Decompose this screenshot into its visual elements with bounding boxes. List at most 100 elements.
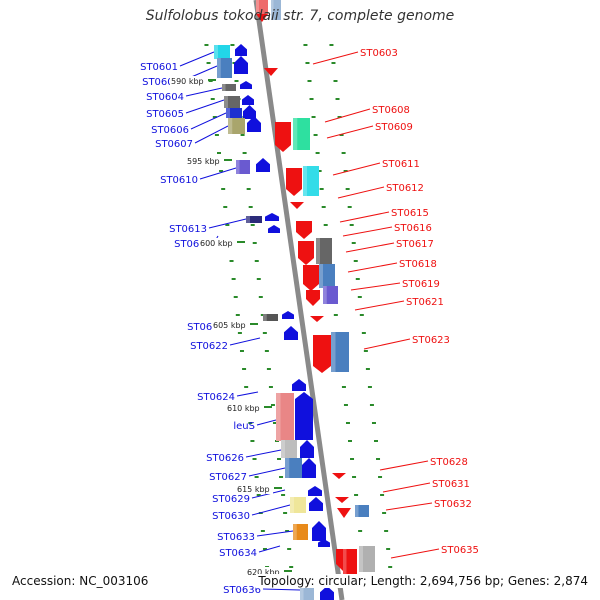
forward-gene-arrow bbox=[320, 586, 334, 600]
tick-mark bbox=[219, 170, 224, 172]
tick-mark bbox=[319, 188, 324, 190]
gene-label-st0608: ST0608 bbox=[372, 105, 410, 116]
tick-mark bbox=[240, 134, 245, 136]
leader-line bbox=[190, 112, 227, 130]
tick-mark bbox=[365, 368, 370, 370]
gene-label-st0603: ST0603 bbox=[360, 48, 398, 59]
reverse-gene-arrow bbox=[303, 265, 319, 291]
tick-mark bbox=[378, 476, 383, 478]
gene-label-st0619: ST0619 bbox=[402, 279, 440, 290]
tick-mark bbox=[285, 530, 290, 532]
tick-mark bbox=[248, 206, 253, 208]
leader-line bbox=[354, 300, 405, 311]
tick-mark bbox=[217, 152, 221, 154]
tick-mark bbox=[210, 98, 215, 100]
forward-gene-arrow bbox=[242, 95, 254, 105]
feature-box-top-shine bbox=[256, 0, 259, 14]
tick-mark bbox=[239, 350, 244, 352]
tick-mark bbox=[206, 62, 211, 64]
tick-mark bbox=[277, 458, 282, 460]
leader-line bbox=[332, 162, 381, 176]
tick-mark bbox=[254, 260, 259, 262]
leader-line bbox=[245, 449, 282, 458]
forward-gene-box bbox=[290, 497, 306, 513]
forward-gene-box bbox=[246, 216, 262, 223]
tick-mark bbox=[272, 422, 277, 424]
reverse-gene-box-shine bbox=[359, 546, 363, 572]
tick-mark bbox=[258, 296, 263, 298]
gene-label-st0628: ST0628 bbox=[430, 457, 468, 468]
forward-gene-box-shine bbox=[276, 393, 281, 441]
forward-gene-box bbox=[226, 108, 242, 118]
reverse-gene-arrow bbox=[275, 122, 291, 152]
reverse-gene-arrow bbox=[296, 221, 312, 239]
tick-mark bbox=[242, 368, 247, 370]
kbp-label-bg bbox=[199, 238, 236, 248]
forward-gene-arrow bbox=[309, 497, 323, 511]
forward-gene-box bbox=[214, 45, 230, 59]
tick-mark bbox=[341, 386, 346, 388]
gene-label-st0636: ST0636 bbox=[223, 585, 261, 596]
reverse-gene-box-shine bbox=[316, 238, 320, 264]
tick-mark bbox=[237, 332, 242, 334]
tick-mark bbox=[376, 458, 381, 460]
tick-mark bbox=[230, 44, 235, 46]
reverse-gene-box bbox=[319, 264, 335, 288]
reverse-gene-box bbox=[293, 118, 310, 150]
reverse-gene-arrow bbox=[335, 497, 349, 503]
leader-line bbox=[179, 51, 215, 67]
reverse-gene-box-shine bbox=[303, 166, 307, 196]
tick-mark bbox=[358, 530, 363, 532]
gene-label-st0617: ST0617 bbox=[396, 239, 434, 250]
forward-gene-box-shine bbox=[226, 108, 230, 118]
reverse-gene-arrow bbox=[313, 335, 331, 373]
gene-label-st0622: ST0622 bbox=[190, 341, 228, 352]
leader-line bbox=[350, 282, 401, 291]
tick-mark bbox=[242, 152, 247, 154]
reverse-gene-box-shine bbox=[323, 286, 327, 304]
forward-gene-box-shine bbox=[214, 45, 218, 59]
tick-mark bbox=[252, 242, 257, 244]
tick-mark bbox=[347, 206, 352, 208]
kbp-label: 600 kbp bbox=[200, 239, 233, 248]
tick-mark bbox=[335, 98, 340, 100]
tick-mark bbox=[234, 80, 239, 82]
forward-gene-box-shine bbox=[263, 314, 267, 321]
gene-label-st0624: ST0624 bbox=[197, 392, 235, 403]
kbp-label-bg bbox=[186, 156, 223, 166]
tick-mark bbox=[361, 332, 366, 334]
feature-box-top-shine bbox=[271, 0, 274, 20]
genome-backbone bbox=[253, 0, 345, 600]
tick-mark bbox=[225, 224, 230, 226]
leader-line bbox=[248, 467, 286, 477]
reverse-gene-box-shine bbox=[293, 118, 298, 150]
tick-mark bbox=[244, 386, 249, 388]
tick-mark bbox=[250, 224, 255, 226]
tick-mark bbox=[321, 206, 326, 208]
leader-line bbox=[208, 218, 247, 229]
kbp-label-bg bbox=[246, 567, 283, 577]
gene-label-st0606: ST0606 bbox=[151, 125, 189, 136]
tick-mark bbox=[374, 440, 378, 442]
tick-mark bbox=[256, 494, 261, 496]
reverse-gene-box bbox=[343, 549, 357, 575]
kbp-label: 595 kbp bbox=[187, 157, 220, 166]
tick-mark bbox=[352, 476, 357, 478]
forward-gene-box bbox=[263, 314, 278, 321]
leader-line bbox=[194, 125, 229, 144]
gene-label-st0611: ST0611 bbox=[382, 159, 420, 170]
reverse-gene-box bbox=[355, 505, 369, 517]
leader-line bbox=[185, 87, 223, 97]
leader-line bbox=[258, 545, 281, 553]
leader-line bbox=[251, 504, 291, 516]
gene-label-st0620: ST0620 bbox=[187, 322, 225, 333]
leader-line bbox=[379, 460, 429, 471]
forward-gene-arrow bbox=[265, 213, 279, 221]
tick-mark bbox=[252, 458, 257, 460]
tick-mark bbox=[260, 530, 265, 532]
tick-mark bbox=[235, 314, 240, 316]
reverse-gene-arrow bbox=[290, 202, 304, 209]
forward-gene-box-shine bbox=[224, 96, 228, 108]
gene-label-st0626: ST0626 bbox=[206, 453, 244, 464]
